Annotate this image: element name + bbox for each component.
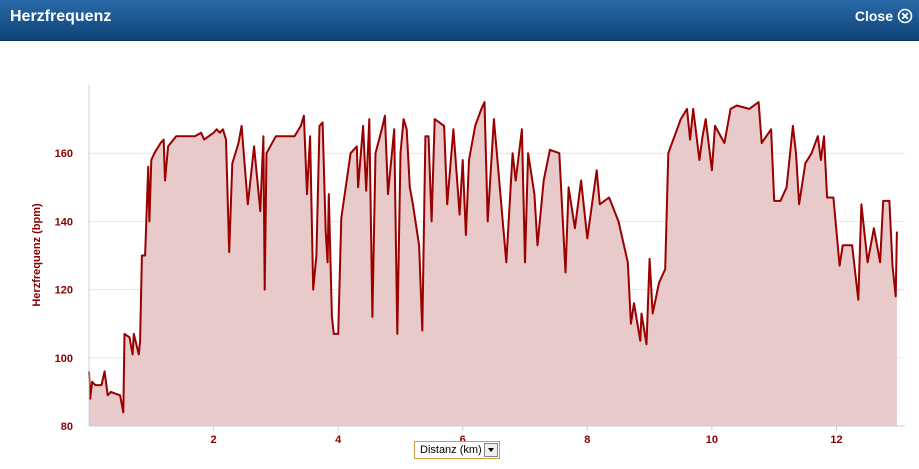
x-tick-label: 6 <box>460 434 466 446</box>
x-tick-label: 10 <box>706 434 718 446</box>
dialog-title: Herzfrequenz <box>10 8 112 25</box>
y-tick-label: 140 <box>55 216 73 228</box>
dialog-header: Herzfrequenz Close <box>0 0 919 41</box>
x-tick-label: 12 <box>830 434 842 446</box>
area-fill <box>89 102 897 426</box>
close-button[interactable]: Close <box>855 8 913 24</box>
y-tick-label: 120 <box>55 285 73 297</box>
x-tick-label: 8 <box>584 434 590 446</box>
x-axis-select[interactable]: Distanz (km) <box>414 441 500 459</box>
y-tick-label: 100 <box>55 353 73 365</box>
y-axis-label: Herzfrequenz (bpm) <box>31 203 43 307</box>
line <box>88 101 898 414</box>
chart: Herzfrequenz (bpm) 80 100 120 140 160 2 4 6 8 10 1… <box>31 85 905 446</box>
close-label[interactable]: Close <box>854 8 893 24</box>
x-tick-label: 2 <box>211 434 217 446</box>
dropdown-arrow[interactable] <box>484 443 498 457</box>
close-icon[interactable] <box>897 8 913 24</box>
y-tick-label: 80 <box>61 421 73 433</box>
x-tick-label: 4 <box>335 434 342 446</box>
x-axis-label[interactable]: Distanz (km) <box>420 444 482 456</box>
y-tick-label: 160 <box>55 148 73 160</box>
